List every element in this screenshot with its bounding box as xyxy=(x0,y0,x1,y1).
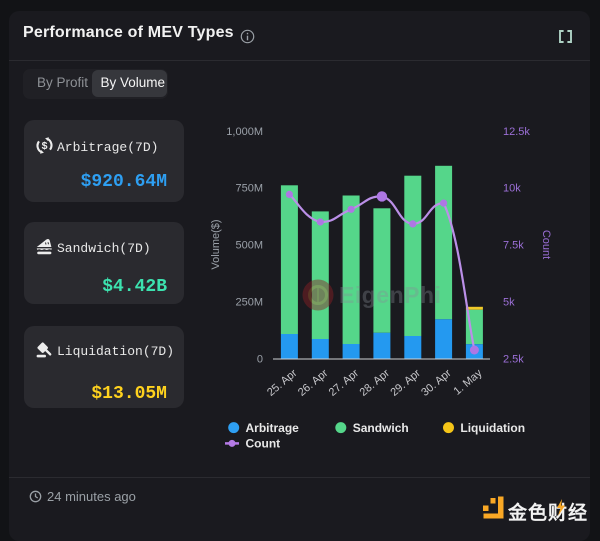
svg-text:0: 0 xyxy=(257,354,263,366)
svg-text:2.5k: 2.5k xyxy=(503,354,524,366)
svg-text:250M: 250M xyxy=(235,297,263,309)
svg-text:10k: 10k xyxy=(503,183,521,195)
svg-text:12.5k: 12.5k xyxy=(503,126,530,138)
svg-text:7.5k: 7.5k xyxy=(503,240,524,252)
svg-text:Arbitrage: Arbitrage xyxy=(246,421,300,435)
svg-text:25. Apr: 25. Apr xyxy=(265,367,300,399)
svg-text:EigenPhi: EigenPhi xyxy=(339,282,441,308)
svg-text:29. Apr: 29. Apr xyxy=(388,367,423,399)
svg-text:26. Apr: 26. Apr xyxy=(296,367,331,399)
svg-text:27. Apr: 27. Apr xyxy=(327,367,362,399)
svg-text:Sandwich: Sandwich xyxy=(353,421,409,435)
svg-text:Count: Count xyxy=(540,230,552,259)
svg-text:1. May: 1. May xyxy=(451,367,484,398)
svg-text:30. Apr: 30. Apr xyxy=(419,367,454,399)
svg-text:750M: 750M xyxy=(235,183,263,195)
svg-text:Liquidation: Liquidation xyxy=(460,421,525,435)
svg-text:28. Apr: 28. Apr xyxy=(358,367,393,399)
svg-text:$: $ xyxy=(42,140,48,152)
svg-text:Volume($): Volume($) xyxy=(210,219,222,269)
svg-text:1,000M: 1,000M xyxy=(226,126,263,138)
svg-text:500M: 500M xyxy=(235,240,263,252)
svg-text:Count: Count xyxy=(246,436,281,450)
svg-text:5k: 5k xyxy=(503,297,515,309)
